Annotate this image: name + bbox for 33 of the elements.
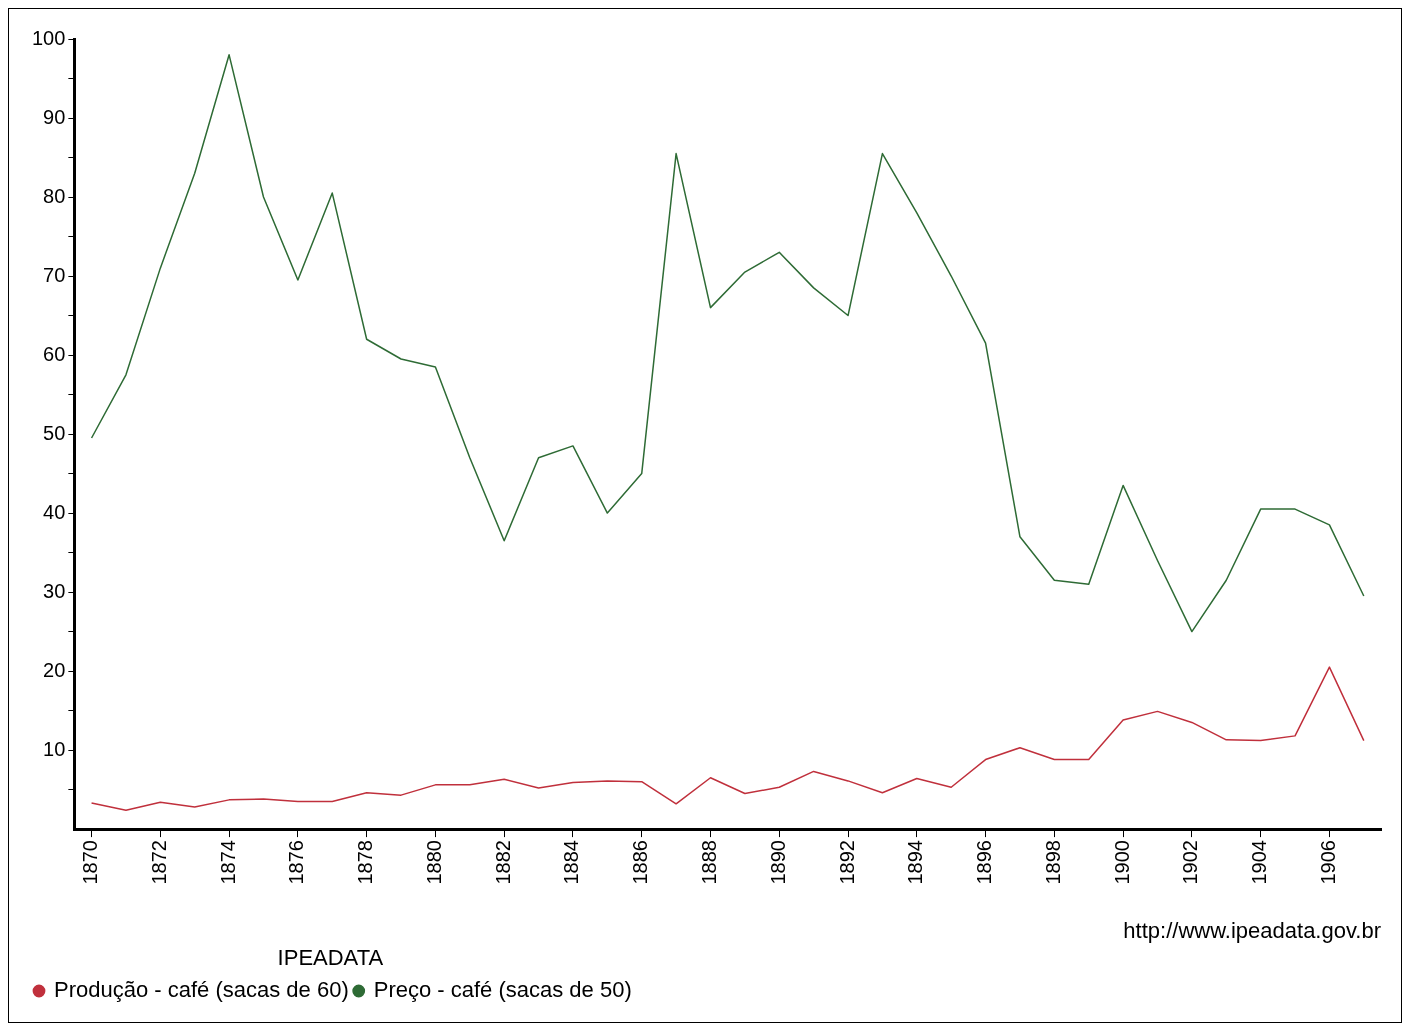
x-tick-label: 1884: [560, 840, 583, 885]
y-tick-label: 70: [43, 263, 66, 286]
legend-label: Produção - café (sacas de 60): [54, 977, 349, 1003]
y-tick-label: 20: [43, 658, 66, 681]
x-tick-label: 1886: [629, 840, 652, 885]
y-tick-label: 60: [43, 342, 66, 365]
x-tick-label: 1872: [147, 840, 170, 885]
y-tick-label: 90: [43, 105, 66, 128]
x-tick-label: 1906: [1316, 840, 1339, 885]
y-tick-label: 100: [31, 26, 66, 49]
y-tick-label: 80: [43, 184, 66, 207]
x-tick-label: 1878: [354, 840, 377, 885]
x-tick-label: 1890: [766, 840, 789, 885]
legend-title: IPEADATA: [277, 944, 384, 970]
x-tick-label: 1876: [285, 840, 308, 885]
x-tick-label: 1902: [1179, 840, 1202, 885]
y-tick-label: 30: [43, 579, 66, 602]
y-tick-label: 10: [43, 737, 66, 760]
text: http://www.ipeadata.gov.br: [1123, 918, 1381, 944]
x-tick-label: 1894: [904, 840, 927, 885]
x-tick-label: 1900: [1110, 840, 1133, 885]
x-tick-label: 1892: [835, 840, 858, 885]
x-tick-label: 1896: [973, 840, 996, 885]
y-tick-label: 40: [43, 500, 66, 523]
x-tick-label: 1888: [698, 840, 721, 885]
x-tick-label: 1874: [216, 840, 239, 885]
x-tick-label: 1882: [491, 840, 514, 885]
y-tick-label: 50: [43, 421, 66, 444]
x-tick-label: 1880: [422, 840, 445, 885]
legend-label: Preço - café (sacas de 50): [373, 977, 632, 1003]
x-tick-label: 1898: [1041, 840, 1064, 885]
x-tick-label: 1904: [1248, 840, 1271, 885]
x-tick-label: 1870: [79, 840, 102, 885]
